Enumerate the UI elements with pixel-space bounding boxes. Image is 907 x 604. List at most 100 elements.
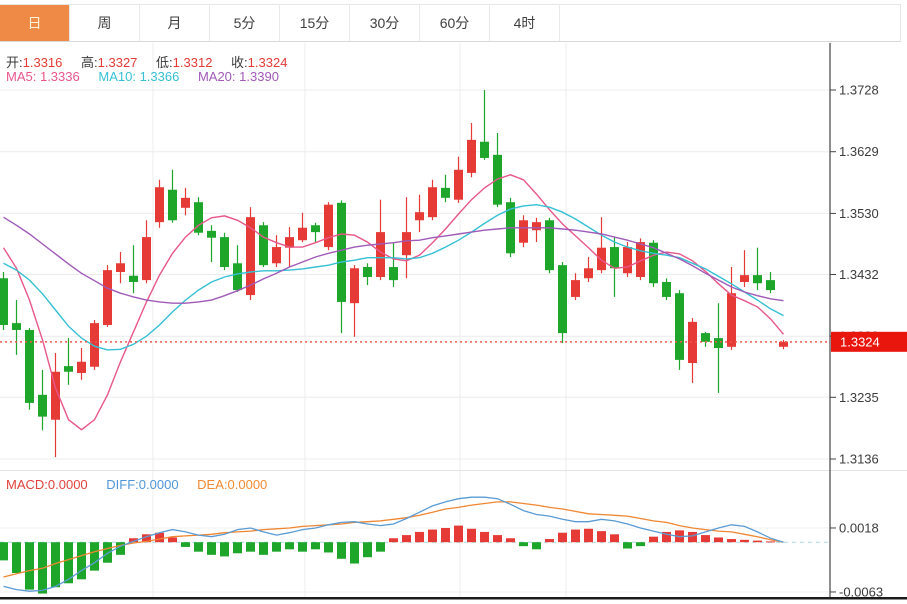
tab-60min[interactable]: 60分 bbox=[420, 5, 490, 41]
candle-body bbox=[129, 275, 138, 282]
macd-hist-bar bbox=[649, 536, 658, 543]
macd-hist-bar bbox=[506, 538, 515, 543]
tab-5min[interactable]: 5分 bbox=[210, 5, 280, 41]
diff-readout: DIFF:0.0000 bbox=[106, 477, 179, 492]
candle-body bbox=[532, 222, 541, 231]
macd-hist-bar bbox=[428, 529, 437, 543]
last-price-label-box bbox=[831, 331, 907, 352]
macd-hist-bar bbox=[337, 542, 346, 559]
macd-hist-bar bbox=[467, 528, 476, 543]
candle-body bbox=[467, 139, 476, 173]
candle-body bbox=[428, 187, 437, 218]
macd-hist-bar bbox=[714, 537, 723, 543]
macd-hist-bar bbox=[64, 542, 73, 584]
price-tick-label: 1.3629 bbox=[839, 144, 879, 159]
macd-hist-bar bbox=[350, 542, 359, 564]
tab-week[interactable]: 周 bbox=[70, 5, 140, 41]
macd-hist-bar bbox=[25, 542, 34, 590]
dea-line bbox=[3, 501, 784, 578]
macd-hist-bar bbox=[363, 542, 372, 558]
candle-body bbox=[12, 323, 21, 330]
candle-body bbox=[662, 281, 671, 297]
ma10-readout: MA10: 1.3366 bbox=[98, 69, 180, 84]
candle-body bbox=[246, 217, 255, 296]
candle-body bbox=[259, 225, 268, 266]
diff-line bbox=[3, 496, 784, 592]
candle-body bbox=[0, 278, 8, 325]
candle-body bbox=[207, 230, 216, 238]
macd-hist-bar bbox=[701, 535, 710, 543]
macd-hist-bar bbox=[558, 532, 567, 543]
candle-body bbox=[753, 275, 762, 284]
ma-legend: MA5: 1.3336 MA10: 1.3366 MA20: 1.3390 bbox=[6, 69, 294, 85]
candle-body bbox=[350, 268, 359, 304]
macd-hist-bar bbox=[324, 542, 333, 553]
last-price-label: 1.3324 bbox=[840, 334, 880, 349]
macd-hist-bar bbox=[12, 542, 21, 574]
macd-hist-bar bbox=[142, 534, 151, 543]
macd-tick-label: -0.0063 bbox=[839, 584, 883, 599]
macd-hist-bar bbox=[493, 535, 502, 543]
macd-hist-bar bbox=[480, 531, 489, 543]
candle-body bbox=[701, 333, 710, 342]
tab-15min[interactable]: 15分 bbox=[280, 5, 350, 41]
macd-hist-bar bbox=[155, 532, 164, 543]
price-tick-label: 1.3530 bbox=[839, 206, 879, 221]
candle-body bbox=[623, 247, 632, 274]
ma10-line bbox=[3, 203, 784, 351]
macd-hist-bar bbox=[129, 538, 138, 543]
macd-hist-bar bbox=[0, 542, 8, 561]
macd-hist-bar bbox=[207, 542, 216, 555]
macd-hist-bar bbox=[194, 542, 203, 552]
price-tick-label: 1.3432 bbox=[839, 267, 879, 282]
candle-body bbox=[233, 263, 242, 291]
ma20-line bbox=[3, 216, 784, 304]
candle-body bbox=[272, 247, 281, 264]
macd-hist-bar bbox=[623, 542, 632, 549]
candle-body bbox=[311, 225, 320, 233]
candle-body bbox=[77, 361, 86, 373]
price-tick-label: 1.3136 bbox=[839, 452, 879, 467]
macd-hist-bar bbox=[441, 527, 450, 543]
macd-hist-bar bbox=[376, 542, 385, 552]
macd-readout: MACD:0.0000 bbox=[6, 477, 88, 492]
tab-30min[interactable]: 30分 bbox=[350, 5, 420, 41]
macd-hist-bar bbox=[766, 541, 775, 543]
ma5-readout: MA5: 1.3336 bbox=[6, 69, 80, 84]
macd-hist-bar bbox=[298, 542, 307, 552]
macd-hist-bar bbox=[259, 542, 268, 555]
candle-body bbox=[571, 280, 580, 297]
macd-hist-bar bbox=[610, 534, 619, 543]
macd-tick-label: 0.0018 bbox=[839, 520, 879, 535]
macd-hist-bar bbox=[584, 528, 593, 543]
candle-body bbox=[194, 202, 203, 233]
macd-hist-bar bbox=[662, 531, 671, 543]
candle-body bbox=[740, 275, 749, 282]
candle-body bbox=[38, 394, 47, 417]
candle-body bbox=[116, 263, 125, 273]
macd-hist-bar bbox=[402, 535, 411, 543]
candle-body bbox=[675, 293, 684, 360]
candle-body bbox=[181, 197, 190, 208]
tab-month[interactable]: 月 bbox=[140, 5, 210, 41]
candle-body bbox=[597, 247, 606, 271]
candle-body bbox=[415, 212, 424, 221]
candle-body bbox=[64, 366, 73, 372]
macd-hist-bar bbox=[220, 542, 229, 557]
macd-hist-bar bbox=[285, 542, 294, 550]
tab-4hour[interactable]: 4时 bbox=[490, 5, 560, 41]
candle-body bbox=[90, 323, 99, 367]
dea-readout: DEA:0.0000 bbox=[197, 477, 268, 492]
candle-body bbox=[727, 293, 736, 347]
candle-body bbox=[376, 232, 385, 277]
macd-hist-bar bbox=[597, 531, 606, 543]
candle-body bbox=[441, 187, 450, 198]
candle-body bbox=[168, 189, 177, 221]
macd-hist-bar bbox=[454, 525, 463, 543]
candle-body bbox=[766, 280, 775, 291]
tab-day[interactable]: 日 bbox=[0, 5, 70, 41]
high-readout: 高:1.3327 bbox=[81, 55, 138, 70]
macd-hist-bar bbox=[272, 542, 281, 552]
tab-bar-filler bbox=[560, 5, 900, 41]
